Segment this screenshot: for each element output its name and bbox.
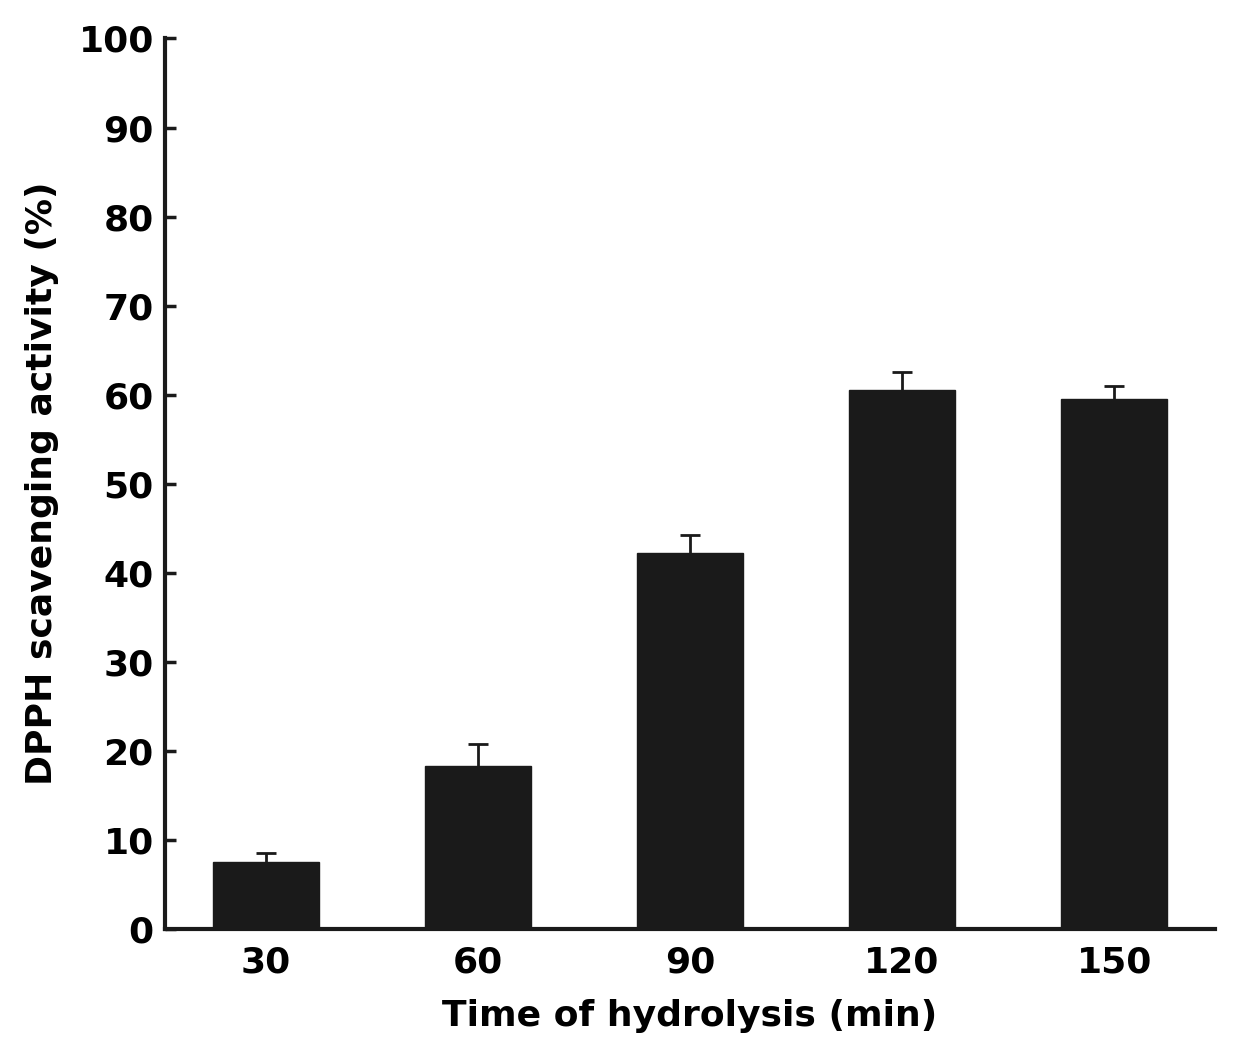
Y-axis label: DPPH scavenging activity (%): DPPH scavenging activity (%) (25, 182, 60, 785)
Bar (849, 390, 955, 929)
X-axis label: Time of hydrolysis (min): Time of hydrolysis (min) (443, 999, 937, 1033)
Bar (213, 862, 319, 929)
Bar (637, 553, 743, 929)
Bar (1061, 399, 1167, 929)
Bar (425, 766, 531, 929)
